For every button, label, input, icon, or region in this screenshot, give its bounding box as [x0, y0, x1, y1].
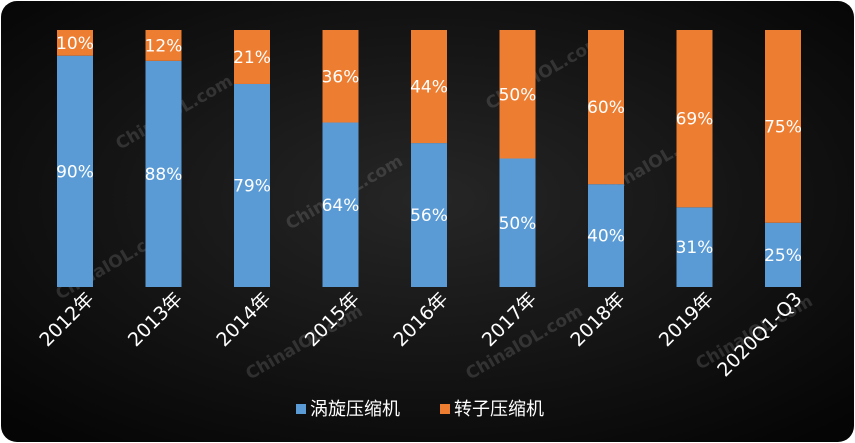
data-label-scroll-6: 40% — [587, 227, 625, 247]
legend-label-rotary: 转子压缩机 — [454, 399, 544, 420]
legend-label-scroll: 涡旋压缩机 — [310, 399, 400, 420]
data-label-scroll-4: 56% — [410, 206, 448, 226]
bar-segment-rotary-1 — [145, 30, 182, 61]
bar-segment-scroll-5 — [499, 158, 536, 287]
data-label-scroll-0: 90% — [56, 162, 94, 182]
bar-segment-rotary-6 — [588, 30, 624, 185]
legend-swatch-scroll — [296, 404, 306, 414]
bar-segment-scroll-0 — [57, 55, 93, 288]
data-label-rotary-4: 44% — [410, 78, 448, 98]
legend-swatch-rotary — [440, 404, 450, 414]
data-label-scroll-2: 79% — [233, 176, 271, 196]
bar-segment-rotary-8 — [765, 30, 801, 223]
bar-segment-scroll-8 — [765, 222, 801, 287]
bar-segment-rotary-7 — [676, 30, 713, 208]
bar-segment-rotary-3 — [322, 30, 359, 123]
data-label-rotary-6: 60% — [587, 98, 625, 118]
data-label-scroll-8: 25% — [764, 246, 802, 266]
bar-segment-scroll-3 — [322, 122, 359, 288]
data-label-rotary-0: 10% — [56, 34, 94, 54]
data-label-rotary-5: 50% — [499, 85, 537, 105]
data-label-scroll-3: 64% — [322, 196, 360, 216]
bar-segment-scroll-7 — [676, 207, 713, 287]
bar-segment-scroll-6 — [588, 184, 624, 287]
data-label-rotary-3: 36% — [322, 67, 360, 87]
data-label-scroll-5: 50% — [499, 214, 537, 234]
data-label-scroll-1: 88% — [145, 165, 183, 185]
bar-segment-rotary-2 — [234, 30, 270, 84]
legend: 涡旋压缩机 转子压缩机 — [296, 399, 544, 420]
data-label-rotary-1: 12% — [145, 36, 183, 56]
bar-segment-scroll-2 — [234, 83, 270, 287]
data-label-scroll-7: 31% — [676, 238, 714, 258]
bars-layer: 90% 10% 88% 12% 79% 21% 64% 36% 56% 44% 50% 50% 40% 6… — [56, 30, 802, 288]
bar-segment-scroll-1 — [145, 60, 182, 288]
data-label-rotary-2: 21% — [233, 48, 271, 68]
bar-segment-scroll-4 — [411, 143, 447, 287]
bar-segment-rotary-0 — [57, 30, 93, 56]
data-label-rotary-8: 75% — [764, 117, 802, 137]
data-label-rotary-7: 69% — [676, 110, 714, 130]
bar-segment-rotary-4 — [411, 30, 447, 144]
bar-segment-rotary-5 — [499, 30, 536, 159]
